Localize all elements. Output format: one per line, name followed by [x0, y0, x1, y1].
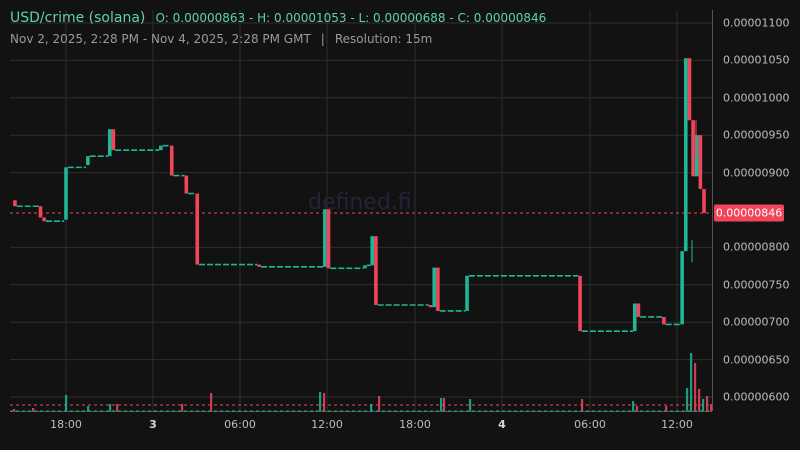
- price-tick-label: 0.00000900: [723, 166, 790, 180]
- time-tick-label: 18:00: [399, 418, 431, 431]
- candle[interactable]: [632, 303, 637, 332]
- volume-bar: [710, 404, 713, 411]
- price-tick-label: 0.00001050: [723, 53, 790, 67]
- time-tick-label: 06:00: [574, 418, 606, 431]
- candle[interactable]: [374, 236, 378, 305]
- candle[interactable]: [428, 304, 433, 308]
- candle[interactable]: [370, 236, 375, 266]
- title-line: USD/crime (solana) O: 0.00000863 - H: 0.…: [10, 10, 546, 26]
- volume-bar: [440, 398, 443, 411]
- candle[interactable]: [169, 145, 174, 176]
- volume-bar: [706, 396, 709, 411]
- volume-bar: [65, 395, 68, 411]
- volume-bar: [378, 396, 381, 411]
- candle[interactable]: [111, 129, 116, 151]
- candle[interactable]: [323, 209, 327, 267]
- volume-bar: [702, 399, 705, 411]
- volume-bar: [665, 406, 668, 411]
- candle[interactable]: [691, 120, 695, 177]
- volume-bar: [632, 401, 635, 411]
- volume-bar: [116, 404, 119, 411]
- candle[interactable]: [694, 135, 699, 177]
- volume-bar: [87, 406, 90, 411]
- resolution-label: Resolution: 15m: [334, 32, 433, 46]
- candle[interactable]: [64, 167, 68, 220]
- candle[interactable]: [13, 200, 17, 207]
- candle[interactable]: [436, 267, 440, 311]
- price-tick-label: 0.00000650: [723, 353, 790, 367]
- volume-bar: [690, 353, 693, 411]
- time-tick-label: 12:00: [661, 418, 693, 431]
- separator: |: [320, 32, 325, 46]
- volume-bar: [370, 404, 373, 411]
- volume-bar: [469, 399, 472, 411]
- candles[interactable]: [13, 58, 706, 332]
- candle[interactable]: [687, 58, 692, 121]
- volume-bar: [443, 398, 446, 411]
- date-range: Nov 2, 2025, 2:28 PM - Nov 4, 2025, 2:28…: [10, 32, 311, 46]
- candle[interactable]: [680, 251, 684, 325]
- time-tick-label: 4: [498, 418, 506, 431]
- candle[interactable]: [702, 189, 706, 213]
- volume-bar: [698, 389, 701, 411]
- price-tick-label: 0.00000950: [723, 128, 790, 142]
- candle[interactable]: [326, 209, 331, 269]
- volume-bar: [581, 399, 584, 411]
- candle[interactable]: [578, 275, 582, 332]
- candle[interactable]: [107, 129, 112, 157]
- volume-bar: [210, 393, 213, 411]
- time-tick-label: 12:00: [311, 418, 343, 431]
- candle[interactable]: [184, 175, 189, 194]
- chart-header: USD/crime (solana) O: 0.00000863 - H: 0.…: [10, 10, 546, 46]
- candle[interactable]: [158, 145, 163, 151]
- time-tick-label: 3: [149, 418, 157, 431]
- candle[interactable]: [86, 156, 90, 166]
- candle[interactable]: [363, 265, 367, 269]
- volume-bar: [323, 393, 326, 411]
- price-tick-label: 0.00000800: [723, 240, 790, 254]
- candle[interactable]: [38, 206, 43, 218]
- volume-bar: [13, 409, 16, 411]
- price-tick-label: 0.00001100: [723, 16, 790, 30]
- candle[interactable]: [683, 58, 688, 252]
- price-tick-label: 0.00000700: [723, 315, 790, 329]
- volume-bar: [694, 363, 697, 411]
- volume-bar: [319, 392, 322, 411]
- candle[interactable]: [195, 193, 200, 265]
- candle[interactable]: [662, 316, 666, 325]
- watermark: defined.fi: [308, 190, 412, 215]
- candle[interactable]: [432, 267, 437, 308]
- time-tick-label: 06:00: [224, 418, 256, 431]
- candle[interactable]: [42, 217, 46, 222]
- price-tick-label: 0.00000600: [723, 390, 790, 404]
- volume-bar: [686, 388, 689, 411]
- volume-bar: [636, 406, 639, 411]
- volume-bars: [13, 353, 713, 411]
- candle[interactable]: [257, 264, 262, 267]
- candle[interactable]: [636, 303, 641, 317]
- current-price-badge: 0.00000846: [714, 204, 784, 222]
- volume-bar: [181, 404, 184, 411]
- time-tick-label: 18:00: [50, 418, 82, 431]
- volume-bar: [32, 408, 35, 411]
- price-tick-label: 0.00001000: [723, 91, 790, 105]
- volume-bar: [109, 404, 112, 411]
- pair-title: USD/crime (solana): [10, 10, 146, 26]
- candle[interactable]: [698, 135, 703, 190]
- candle[interactable]: [465, 275, 469, 311]
- range-line: Nov 2, 2025, 2:28 PM - Nov 4, 2025, 2:28…: [10, 32, 546, 46]
- ohlc-values: O: 0.00000863 - H: 0.00001053 - L: 0.000…: [155, 11, 547, 25]
- price-tick-label: 0.00000750: [723, 278, 790, 292]
